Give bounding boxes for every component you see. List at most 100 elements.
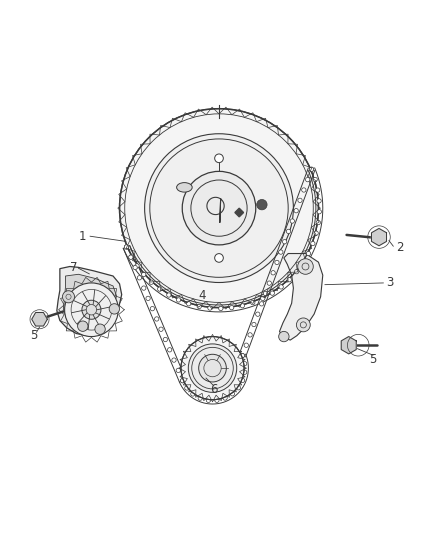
Circle shape	[279, 250, 283, 254]
Text: 6: 6	[210, 383, 218, 396]
Circle shape	[150, 306, 155, 311]
Circle shape	[248, 333, 252, 337]
Circle shape	[146, 296, 150, 301]
Circle shape	[243, 370, 247, 374]
Circle shape	[316, 220, 321, 225]
Circle shape	[317, 199, 321, 203]
Circle shape	[145, 134, 293, 282]
Circle shape	[149, 280, 153, 285]
Circle shape	[283, 239, 287, 244]
Circle shape	[251, 301, 255, 305]
Circle shape	[230, 305, 234, 310]
Ellipse shape	[177, 183, 192, 192]
Circle shape	[286, 229, 291, 233]
Circle shape	[223, 396, 227, 400]
Circle shape	[141, 272, 146, 277]
Circle shape	[82, 300, 101, 319]
Circle shape	[155, 317, 159, 321]
Circle shape	[191, 392, 195, 396]
Circle shape	[167, 293, 171, 297]
Polygon shape	[57, 266, 122, 336]
Circle shape	[298, 259, 313, 274]
Text: 3: 3	[386, 277, 393, 289]
Circle shape	[267, 281, 272, 285]
Circle shape	[240, 353, 244, 358]
Circle shape	[182, 172, 256, 245]
Text: 1: 1	[79, 230, 87, 243]
Circle shape	[159, 327, 163, 332]
Circle shape	[275, 260, 279, 264]
Circle shape	[109, 304, 120, 314]
Circle shape	[317, 209, 321, 214]
Circle shape	[236, 385, 240, 390]
Circle shape	[167, 348, 172, 352]
Circle shape	[301, 261, 305, 265]
Circle shape	[185, 386, 189, 390]
Circle shape	[256, 312, 260, 317]
Text: 5: 5	[30, 329, 38, 342]
Circle shape	[206, 398, 211, 402]
Circle shape	[129, 255, 133, 260]
Circle shape	[78, 321, 88, 332]
Text: 2: 2	[396, 240, 403, 254]
Circle shape	[240, 378, 245, 383]
Circle shape	[137, 276, 141, 280]
Circle shape	[120, 109, 318, 308]
Circle shape	[124, 245, 129, 249]
Circle shape	[215, 398, 219, 402]
Circle shape	[187, 302, 191, 306]
Circle shape	[199, 354, 226, 382]
Circle shape	[180, 378, 185, 383]
Circle shape	[240, 303, 244, 308]
Circle shape	[290, 219, 294, 223]
Circle shape	[65, 283, 118, 336]
Circle shape	[309, 167, 314, 172]
Circle shape	[279, 332, 289, 342]
Text: 5: 5	[369, 353, 376, 366]
Circle shape	[124, 245, 129, 249]
Polygon shape	[371, 229, 386, 246]
Circle shape	[176, 368, 180, 373]
Circle shape	[287, 278, 291, 282]
Circle shape	[230, 392, 234, 396]
Circle shape	[63, 290, 74, 303]
Circle shape	[279, 285, 283, 289]
Polygon shape	[32, 312, 47, 326]
Circle shape	[263, 292, 268, 296]
Circle shape	[141, 286, 146, 290]
Circle shape	[244, 343, 248, 348]
Circle shape	[314, 231, 318, 236]
Circle shape	[172, 358, 176, 362]
Circle shape	[311, 241, 315, 246]
Circle shape	[297, 318, 310, 332]
Circle shape	[219, 306, 223, 311]
Circle shape	[158, 287, 162, 291]
Circle shape	[181, 336, 244, 400]
Text: 4: 4	[199, 289, 206, 302]
Circle shape	[129, 255, 134, 259]
Circle shape	[197, 304, 201, 309]
Circle shape	[133, 265, 137, 270]
Circle shape	[177, 298, 181, 302]
Circle shape	[163, 337, 167, 342]
Polygon shape	[235, 208, 244, 217]
Circle shape	[313, 177, 317, 182]
Circle shape	[315, 188, 320, 192]
Circle shape	[135, 264, 139, 268]
Circle shape	[271, 271, 276, 275]
Circle shape	[306, 177, 310, 182]
Circle shape	[198, 396, 202, 400]
Circle shape	[298, 198, 302, 203]
Circle shape	[215, 254, 223, 262]
Circle shape	[180, 378, 185, 383]
Circle shape	[252, 322, 256, 327]
Polygon shape	[279, 254, 323, 340]
Circle shape	[270, 291, 275, 295]
Circle shape	[188, 344, 237, 392]
Circle shape	[294, 208, 298, 213]
Circle shape	[240, 353, 244, 358]
Polygon shape	[64, 274, 117, 329]
Circle shape	[309, 167, 314, 172]
Circle shape	[208, 306, 212, 310]
Polygon shape	[341, 336, 356, 354]
